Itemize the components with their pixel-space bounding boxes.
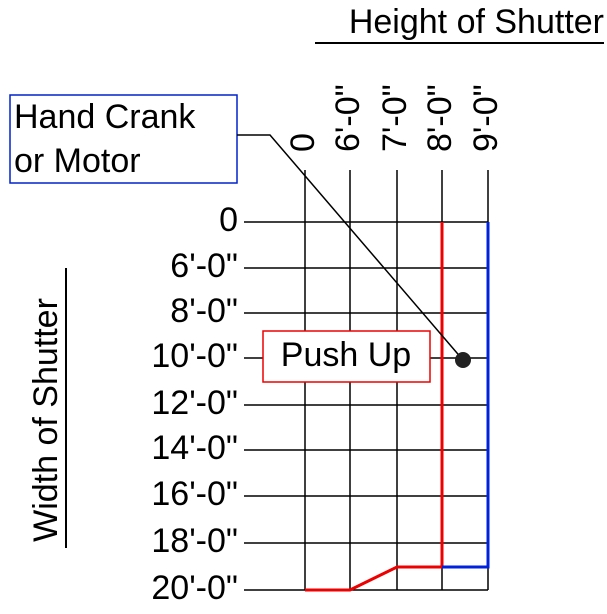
push-up-box [262, 330, 431, 383]
leader-line [237, 134, 464, 361]
push-up-boundary [305, 222, 444, 592]
column-label: 7'-0" [376, 84, 414, 152]
row-label: 6'-0" [170, 247, 238, 285]
row-label: 0 [219, 201, 238, 239]
row-label: 16'-0" [151, 475, 238, 513]
column-label: 6'-0" [329, 84, 367, 152]
row-label: 12'-0" [151, 384, 238, 422]
hand-crank-label: or Motor [14, 142, 141, 180]
push-up-label: Push Up [281, 336, 411, 374]
row-label: 20'-0" [151, 569, 238, 607]
hand-crank-box [9, 94, 238, 184]
hand-crank-label: Hand Crank [14, 98, 196, 136]
column-label: 8'-0" [421, 84, 459, 152]
row-label: 8'-0" [170, 292, 238, 330]
row-label: 18'-0" [151, 522, 238, 560]
row-label: 10'-0" [151, 337, 238, 375]
top-title: Height of Shutter [349, 3, 604, 41]
side-title: Width of Shutter [27, 298, 65, 542]
row-label: 14'-0" [151, 429, 238, 467]
column-label: 0 [284, 133, 322, 152]
crank-boundary [442, 222, 490, 569]
column-label: 9'-0" [467, 84, 505, 152]
leader-dot [455, 352, 471, 368]
